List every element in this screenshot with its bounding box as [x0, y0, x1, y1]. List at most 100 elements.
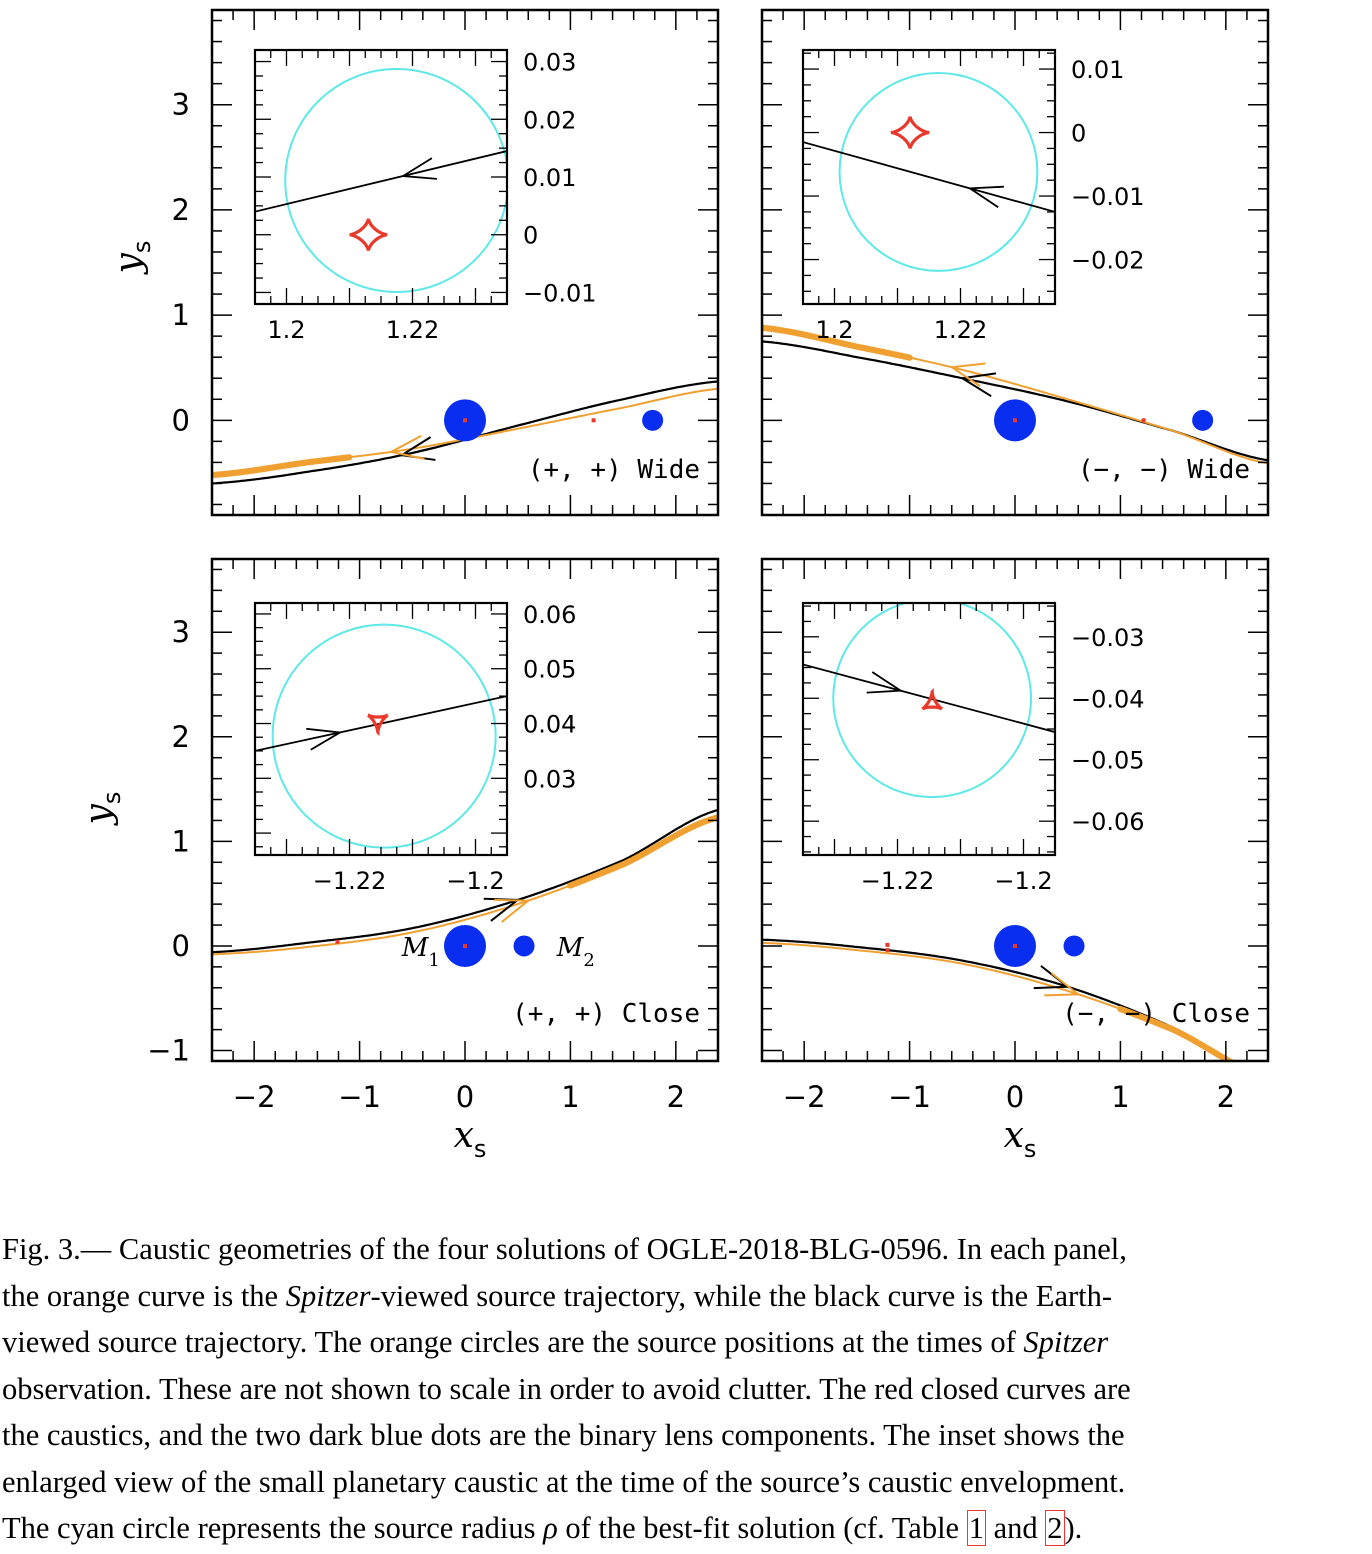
caption-italic: Spitzer: [285, 1278, 371, 1313]
caustic-marker: [1013, 418, 1017, 423]
inset-x-tick-label: −1.2: [994, 867, 1052, 895]
inset-x-tick-label: 1.2: [267, 316, 305, 344]
caustic-marker: [885, 942, 890, 947]
lens-secondary: [1063, 935, 1085, 957]
inset-y-tick-label: 0.03: [523, 49, 576, 77]
inset-ticks: [254, 603, 508, 855]
y-axis-title-bottom: ys: [78, 792, 126, 827]
x-tick-label: −1: [338, 1080, 381, 1114]
inset-x-tick-label: −1.2: [446, 867, 504, 895]
caption-line: The cyan circle represents the source ra…: [2, 1510, 1083, 1546]
plot-area: [762, 924, 1271, 1081]
x-tick-label: −2: [783, 1080, 826, 1114]
inset-direction-arrow: [306, 727, 343, 751]
figure-caption: Fig. 3.— Caustic geometries of the four …: [2, 1226, 1368, 1552]
source-circle: [832, 603, 1033, 799]
caustic-marker: [463, 418, 467, 423]
spitzer-observation-point: [1257, 1072, 1263, 1078]
x-tick-label: −2: [233, 1080, 276, 1114]
table-reference-link[interactable]: 2: [1045, 1510, 1065, 1546]
caustic-marker: [885, 948, 890, 953]
panel-2: (−, −) Wide 1.2 1.22 −0.02 −0.01 0 0.01: [760, 8, 1270, 517]
caption-line: the caustics, and the two dark blue dots…: [2, 1418, 1125, 1452]
inset-background: [803, 603, 1055, 855]
x-tick-label: 2: [1217, 1080, 1235, 1114]
inset-direction-arrow: [866, 671, 904, 694]
caustic-curve: [890, 116, 930, 149]
y-tick-label: 2: [172, 720, 190, 754]
inset-y-tick-label: 0: [1071, 120, 1086, 148]
plot-area: [212, 808, 718, 967]
caustic-curve: [921, 688, 944, 711]
inset-x-tick-label: 1.22: [934, 316, 987, 344]
spitzer-observation-point: [1233, 1062, 1239, 1068]
inset-direction-arrow: [400, 157, 438, 180]
spitzer-observations: [212, 454, 353, 479]
y-tick-label: 3: [172, 88, 190, 122]
panel-title: (+, +) Wide: [528, 455, 700, 485]
lens-secondary: [642, 409, 664, 431]
y-tick-label: 3: [172, 615, 190, 649]
inset-plot: [255, 67, 507, 293]
inset-x-tick-label: 1.2: [815, 316, 853, 344]
inset-y-tick-label: 0: [523, 222, 538, 250]
inset-ticks: [802, 50, 1056, 304]
table-reference-link[interactable]: 1: [966, 1510, 986, 1546]
axis-ticks: [211, 559, 719, 1061]
panel-title: (−, −) Wide: [1078, 455, 1250, 485]
inset-y-tick-label: 0.01: [523, 164, 576, 192]
x-tick-label: −1: [888, 1080, 931, 1114]
x-tick-label: 0: [1006, 1080, 1024, 1114]
spitzer-observation-point: [1252, 1070, 1258, 1076]
x-tick-label: 2: [667, 1080, 685, 1114]
x-tick-label: 1: [1111, 1080, 1129, 1114]
spitzer-observations: [567, 814, 718, 889]
caption-italic: ρ: [543, 1511, 558, 1545]
inset-direction-arrow: [967, 185, 1004, 209]
inset-y-tick-label: 0.06: [523, 601, 576, 629]
spitzer-observation-point: [1265, 1075, 1271, 1081]
inset-y-tick-label: 0.03: [523, 765, 576, 793]
caption-line: enlarged view of the small planetary cau…: [2, 1464, 1126, 1499]
plot-area: [762, 324, 1268, 465]
caustic-marker: [1013, 943, 1017, 948]
inset: −1.22 −1.2 −0.06 −0.05 −0.04 −0.03: [801, 601, 1145, 895]
spitzer-observation-point: [1249, 1069, 1255, 1075]
caption-line: observation. These are not shown to scal…: [2, 1371, 1131, 1406]
y-tick-label: 1: [172, 298, 190, 332]
caption-line: the orange curve is the Spitzer-viewed s…: [2, 1278, 1113, 1313]
y-tick-label: 0: [172, 403, 190, 437]
y-tick-label: −1: [147, 1034, 190, 1068]
inset-plot: [803, 603, 1055, 799]
spitzer-observation-point: [345, 454, 353, 461]
axis-ticks: [211, 10, 719, 515]
inset-y-tick-label: −0.03: [1071, 624, 1145, 652]
inset-y-tick-label: −0.04: [1071, 685, 1145, 713]
caustic-marker: [335, 939, 340, 944]
spitzer-direction-arrow: [388, 434, 425, 460]
source-circle: [271, 623, 497, 849]
caustic-marker: [463, 943, 467, 948]
source-circle: [838, 72, 1039, 272]
inset-y-tick-label: −0.06: [1071, 808, 1145, 836]
spitzer-observation-point: [1262, 1074, 1268, 1080]
spitzer-observation-point: [1254, 1071, 1260, 1077]
inset-ticks: [254, 50, 508, 304]
spitzer-observation-point: [1236, 1063, 1242, 1069]
panel-title: (−, −) Close: [1062, 999, 1250, 1029]
inset-y-tick-label: −0.01: [523, 279, 597, 307]
inset: −1.22 −1.2 0.03 0.04 0.05 0.06: [253, 601, 576, 895]
x-axis-title-left: xs: [454, 1115, 487, 1163]
inset-y-tick-label: 0.01: [1071, 56, 1124, 84]
inset-y-tick-label: 0.04: [523, 711, 576, 739]
inset-y-tick-label: 0.02: [523, 106, 576, 134]
inset-y-tick-label: −0.01: [1071, 183, 1145, 211]
spitzer-observation-point: [1238, 1064, 1244, 1070]
panel-4: −2 −1 0 1 2 (−, −) Close −1.22 −1.2 −0.06 −0.05 −0…: [760, 557, 1271, 1114]
panel-3: −1 0 1 2 3 −2 −1 0 1 2 (+, +) Close M1 M2 −1.22 −1.2 0.…: [147, 557, 720, 1114]
spitzer-observation-point: [906, 354, 913, 361]
spitzer-direction-arrow: [1044, 972, 1082, 997]
caustic-marker: [591, 418, 596, 423]
inset-y-tick-label: −0.05: [1071, 747, 1145, 775]
